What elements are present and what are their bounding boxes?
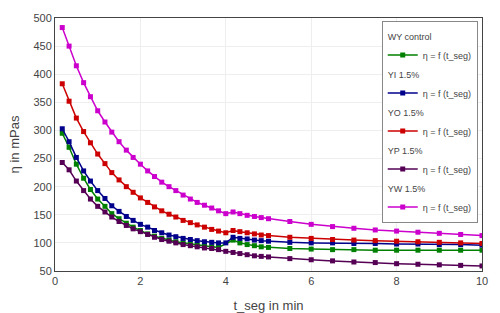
svg-text:300: 300 (33, 124, 51, 136)
svg-text:350: 350 (33, 96, 51, 108)
svg-text:8: 8 (394, 275, 400, 287)
svg-text:YW 1.5%: YW 1.5% (388, 184, 426, 194)
svg-text:4: 4 (223, 275, 229, 287)
svg-text:YO 1.5%: YO 1.5% (388, 108, 424, 118)
svg-text:η = f (t_seg): η = f (t_seg) (423, 165, 471, 175)
svg-text:WY control: WY control (388, 32, 432, 42)
svg-text:η = f (t_seg): η = f (t_seg) (423, 51, 471, 61)
svg-text:η = f (t_seg): η = f (t_seg) (423, 203, 471, 213)
svg-text:t_seg in min: t_seg in min (233, 298, 303, 313)
svg-text:10: 10 (476, 275, 488, 287)
svg-text:450: 450 (33, 40, 51, 52)
svg-text:500: 500 (33, 12, 51, 24)
svg-text:200: 200 (33, 181, 51, 193)
svg-text:6: 6 (308, 275, 314, 287)
svg-text:YP 1.5%: YP 1.5% (388, 146, 423, 156)
svg-text:η = f (t_seg): η = f (t_seg) (423, 127, 471, 137)
svg-text:YI 1.5%: YI 1.5% (388, 70, 420, 80)
svg-text:150: 150 (33, 209, 51, 221)
svg-text:2: 2 (137, 275, 143, 287)
svg-text:400: 400 (33, 68, 51, 80)
svg-text:η in mPas: η in mPas (7, 115, 22, 173)
svg-text:250: 250 (33, 152, 51, 164)
svg-text:50: 50 (40, 265, 52, 277)
svg-text:0: 0 (52, 275, 58, 287)
svg-text:η = f (t_seg): η = f (t_seg) (423, 89, 471, 99)
svg-text:100: 100 (33, 237, 51, 249)
